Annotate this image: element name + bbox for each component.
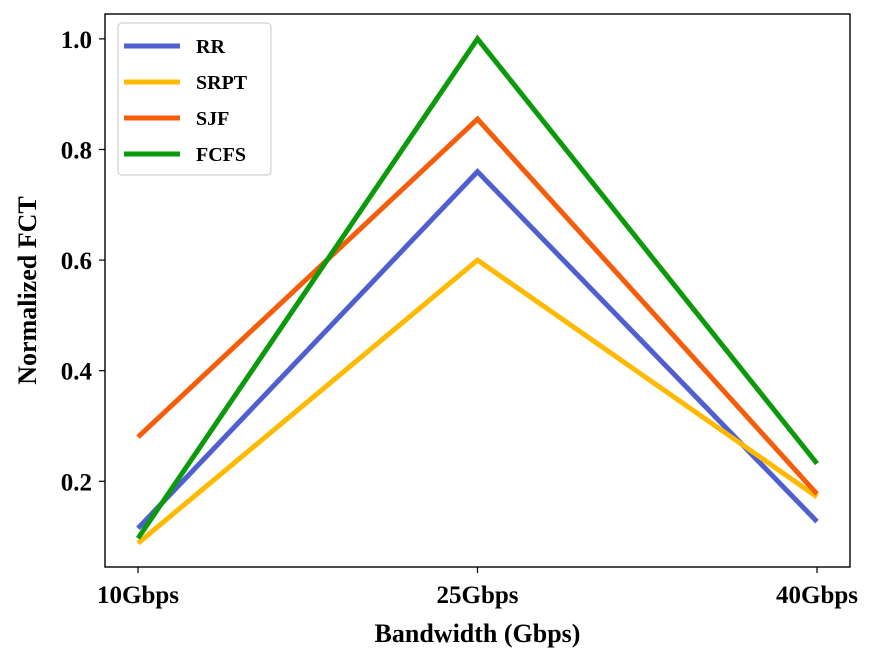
y-axis-label: Normalized FCT [13,196,42,384]
x-tick-label: 40Gbps [776,582,858,609]
x-axis-label: Bandwidth (Gbps) [375,619,581,648]
series-layer [135,34,819,546]
y-tick-label: 1.0 [61,27,92,54]
legend: RR SRPT SJF FCFS [117,22,272,176]
y-tick-label: 0.2 [61,469,92,496]
legend-box [117,22,272,176]
legend-label-sjf: SJF [196,108,229,130]
y-tick-label: 0.6 [61,248,92,275]
x-tick-label: 10Gbps [97,582,179,609]
legend-label-srpt: SRPT [196,72,248,94]
legend-label-rr: RR [196,36,225,58]
y-tick-label: 0.4 [61,359,93,386]
ticks-layer: 10Gbps 25Gbps 40Gbps 0.2 0.4 0.6 0.8 1.0 [61,27,859,609]
y-tick-label: 0.8 [61,137,92,164]
x-tick-label: 25Gbps [437,582,519,609]
legend-label-fcfs: FCFS [196,144,246,166]
